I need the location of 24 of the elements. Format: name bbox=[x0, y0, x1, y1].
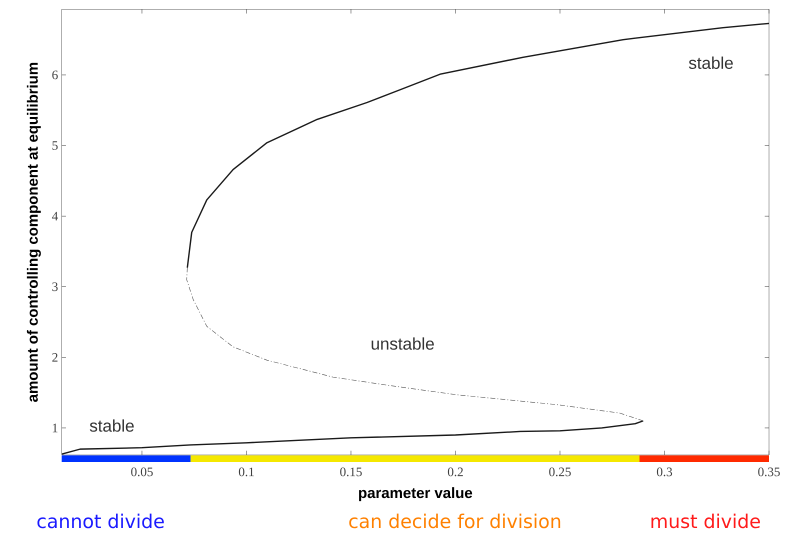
y-tick-label: 4 bbox=[52, 212, 58, 220]
text: must divide bbox=[652, 514, 760, 528]
x-tick-label: 0.1 bbox=[238, 468, 254, 476]
x-tick-label: 0.15 bbox=[340, 468, 362, 476]
x-tick-label: 0.2 bbox=[448, 468, 463, 476]
annotation: stable bbox=[90, 419, 134, 432]
x-tick-label: 0.3 bbox=[656, 468, 672, 476]
annotation: stable bbox=[688, 56, 733, 69]
text: can decide for division bbox=[349, 514, 560, 528]
text: cannot divide bbox=[37, 514, 164, 528]
x-tick-label: 0.25 bbox=[549, 468, 571, 476]
y-tick-label: 1 bbox=[52, 424, 58, 432]
line-series bbox=[61, 420, 644, 455]
y-tick-label: 3 bbox=[52, 282, 58, 292]
annotation: unstable bbox=[372, 337, 434, 350]
y-tick-label: 2 bbox=[52, 353, 58, 362]
x-axis-title: parameter value bbox=[359, 487, 472, 502]
y-tick-label: 6 bbox=[52, 70, 58, 80]
y-tick-label: 5 bbox=[52, 141, 58, 150]
line-series bbox=[186, 22, 770, 268]
line-series bbox=[186, 267, 644, 422]
x-tick-label: 0.05 bbox=[131, 468, 153, 476]
x-tick-label: 0.35 bbox=[758, 468, 780, 476]
y-axis-title: amount of controlling component at equilibrium bbox=[26, 62, 41, 402]
